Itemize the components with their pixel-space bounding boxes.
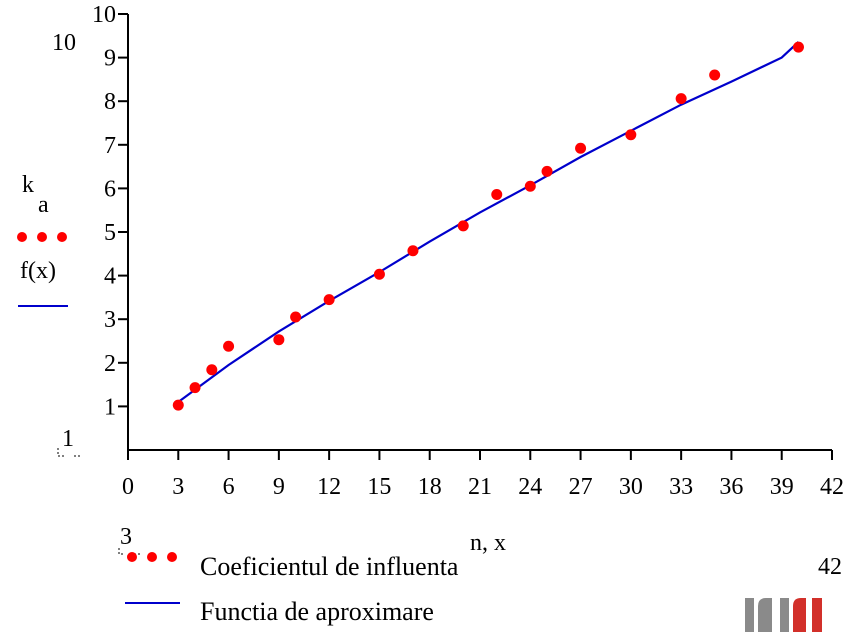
data-point	[575, 142, 587, 154]
y-tick-label: 6	[104, 176, 116, 202]
y-axis-label-func: f(x)	[20, 258, 56, 284]
y-tick-label: 4	[104, 264, 116, 290]
data-point	[491, 189, 503, 201]
y-tick-label: 8	[104, 89, 116, 115]
axis-ticks	[118, 13, 833, 460]
x-range-right-label: 42	[818, 554, 842, 580]
legend: Coeficientul de influenta Functia de apr…	[125, 552, 459, 626]
y-tick-label: 3	[104, 307, 116, 333]
data-point	[172, 399, 184, 411]
data-point	[524, 180, 536, 192]
y-label-dots-marker	[17, 232, 67, 242]
x-tick-label: 9	[273, 474, 285, 500]
y-tick-label: 10	[92, 2, 116, 28]
data-point	[541, 165, 553, 177]
x-range-left-label: 3	[120, 524, 132, 550]
y-tick-label: 5	[104, 220, 116, 246]
data-point	[407, 245, 419, 257]
y-range-bottom-marker	[57, 448, 80, 457]
y-tick-label: 1	[104, 394, 116, 420]
data-point	[189, 382, 201, 394]
data-point	[675, 93, 687, 105]
y-range-bottom-label: 1	[62, 426, 74, 452]
data-point	[290, 311, 302, 323]
x-tick-label: 0	[122, 474, 134, 500]
data-point	[223, 340, 235, 352]
legend-label-coeficient: Coeficientul de influenta	[200, 552, 459, 581]
data-point	[457, 220, 469, 232]
legend-dots-marker	[127, 552, 177, 562]
data-point	[792, 41, 804, 53]
x-tick-label: 39	[770, 474, 794, 500]
y-tick-label: 7	[104, 133, 116, 159]
x-tick-label: 3	[172, 474, 184, 500]
x-tick-label: 24	[518, 474, 542, 500]
x-tick-label: 33	[669, 474, 693, 500]
approximation-series	[177, 41, 800, 403]
legend-label-functia: Functia de aproximare	[200, 597, 434, 626]
university-logo	[745, 598, 822, 632]
data-point	[373, 268, 385, 280]
data-point	[273, 334, 285, 346]
data-point	[709, 69, 721, 81]
x-tick-label: 15	[367, 474, 391, 500]
data-point	[625, 129, 637, 141]
x-tick-label: 27	[569, 474, 593, 500]
x-tick-label: 42	[820, 474, 844, 500]
data-point	[206, 364, 218, 376]
y-axis-label-sub: a	[38, 192, 49, 218]
data-point	[323, 294, 335, 306]
y-axis-label-var: k	[22, 172, 34, 198]
x-tick-label: 21	[468, 474, 492, 500]
influence-points	[172, 41, 804, 411]
y-tick-label: 2	[104, 351, 116, 377]
x-axis-label: n, x	[470, 530, 506, 556]
x-tick-label: 36	[719, 474, 743, 500]
x-tick-label: 30	[619, 474, 643, 500]
x-tick-label: 18	[418, 474, 442, 500]
x-tick-label: 6	[223, 474, 235, 500]
x-tick-label: 12	[317, 474, 341, 500]
approximation-line	[177, 41, 800, 403]
y-range-top-label: 10	[52, 30, 76, 56]
y-tick-label: 9	[104, 46, 116, 72]
